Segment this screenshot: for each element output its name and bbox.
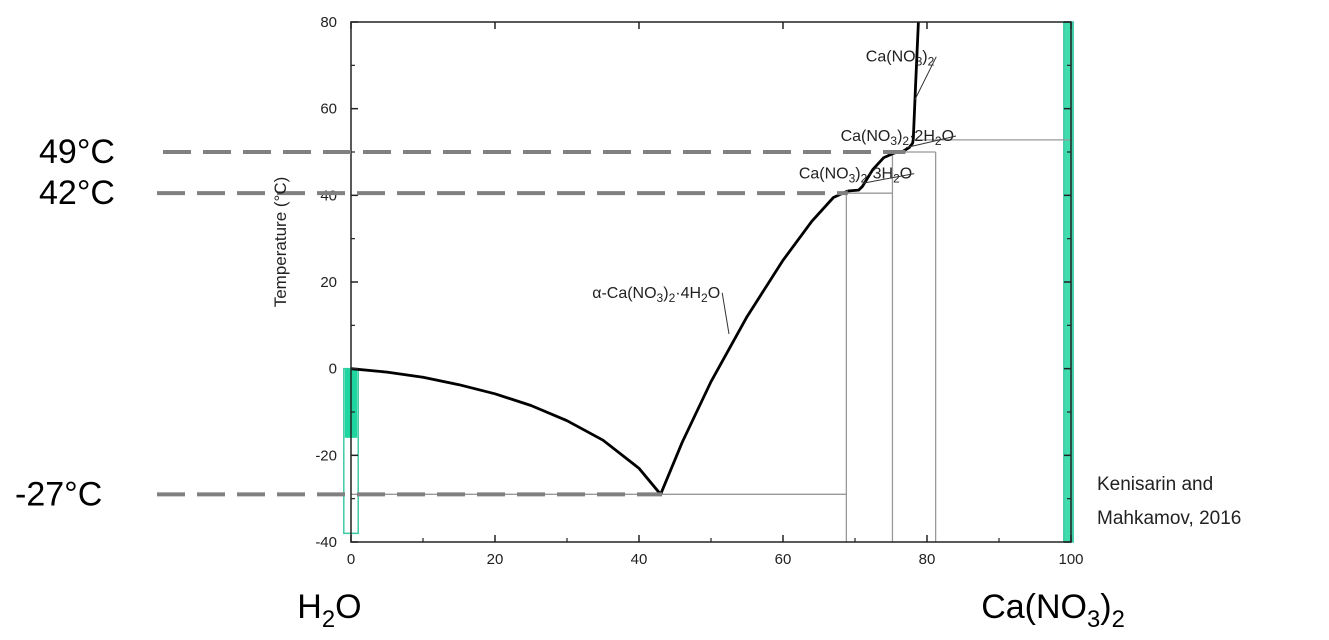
liquidus-curve-1 — [351, 369, 661, 495]
highlight-layer — [344, 22, 1073, 542]
x-tick-label: 80 — [919, 551, 936, 568]
y-axis-label: Temperature (°C) — [271, 177, 290, 308]
reference-temp-label: 49°C — [39, 133, 115, 171]
liquidus-curve-2 — [661, 191, 848, 494]
reference-temp-label: -27°C — [15, 475, 102, 513]
x-tick-label: 0 — [347, 551, 355, 568]
y-tick-label: 80 — [320, 14, 337, 31]
y-tick-label: 40 — [320, 187, 337, 204]
liquidus-curves — [351, 22, 918, 494]
annotation-leader — [722, 293, 729, 334]
phase-annotation: Ca(NO3)2·2H2O — [841, 128, 954, 148]
x-tick-label: 100 — [1058, 551, 1083, 568]
y-tick-label: -40 — [315, 534, 337, 551]
calcium-nitrate-label: Ca(NO3)2 — [981, 588, 1125, 633]
tie-lines — [351, 140, 1071, 542]
phase-annotation: α-Ca(NO3)2·4H2O — [592, 285, 720, 305]
x-tick-label: 60 — [775, 551, 792, 568]
y-tick-label: 0 — [329, 361, 337, 378]
phase-annotation: Ca(NO3)2·3H2O — [799, 166, 912, 186]
reference-lines: 49°C42°C -27°C — [15, 133, 905, 513]
plot-frame — [351, 22, 1071, 542]
citation-line-2: Mahkamov, 2016 — [1097, 508, 1241, 529]
y-tick-label: -20 — [315, 447, 337, 464]
x-tick-label: 40 — [631, 551, 648, 568]
citation-line-1: Kenisarin and — [1097, 474, 1213, 495]
liquidus-curve-5 — [913, 22, 918, 139]
x-tick-label: 20 — [487, 551, 504, 568]
reference-temp-label: 42°C — [39, 174, 115, 212]
water-label: H2O — [297, 588, 361, 633]
y-tick-label: 20 — [320, 274, 337, 291]
y-tick-label: 60 — [320, 101, 337, 118]
phase-annotation: Ca(NO3)2 — [866, 49, 935, 69]
